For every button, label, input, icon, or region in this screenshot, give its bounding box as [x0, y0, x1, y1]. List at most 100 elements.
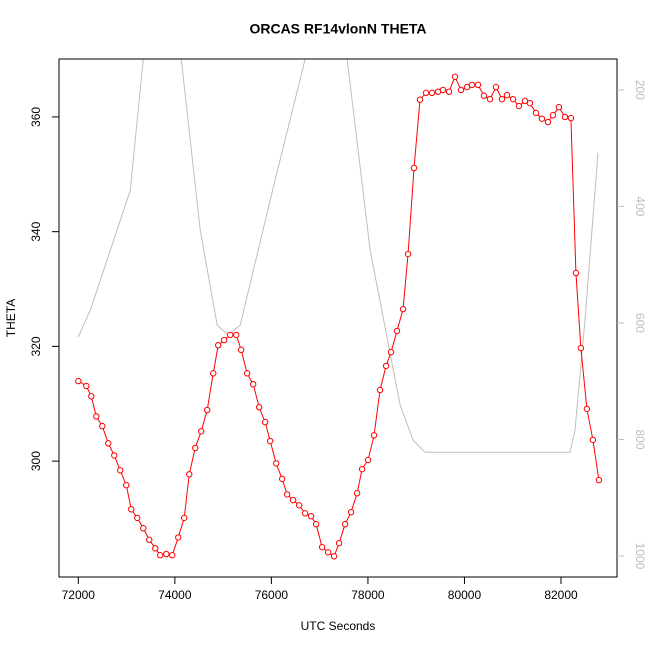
data-point — [376, 386, 384, 394]
data-point — [486, 95, 494, 103]
data-point — [157, 552, 164, 559]
data-point — [335, 539, 343, 547]
data-point — [88, 393, 95, 400]
data-point — [399, 305, 407, 313]
data-point — [463, 83, 471, 91]
data-point — [439, 86, 447, 94]
data-point — [214, 342, 222, 349]
data-point — [318, 543, 326, 551]
x-axis-label: UTC Seconds — [301, 619, 376, 633]
data-point — [445, 88, 453, 95]
data-point — [526, 99, 534, 107]
data-point — [283, 491, 291, 498]
data-point — [220, 336, 228, 344]
data-point — [404, 250, 412, 258]
data-point — [370, 432, 378, 439]
data-point — [577, 344, 585, 352]
data-point — [521, 97, 529, 105]
data-point — [75, 377, 82, 385]
data-point — [255, 404, 263, 411]
data-point — [232, 331, 240, 339]
data-point — [312, 521, 320, 528]
data-point — [93, 413, 100, 420]
data-point — [272, 460, 280, 467]
data-point — [266, 437, 274, 445]
chart-title: ORCAS RF14vlonN THETA — [249, 21, 426, 37]
data-point — [261, 418, 269, 426]
data-point — [358, 465, 366, 473]
y2-tick-label: 800 — [633, 429, 647, 449]
data-point — [243, 370, 251, 377]
data-point — [451, 73, 459, 80]
data-point — [152, 545, 159, 552]
x-tick-label: 74000 — [158, 588, 192, 602]
data-point — [192, 444, 199, 452]
data-point — [503, 91, 511, 99]
data-point — [583, 405, 591, 413]
data-point — [561, 113, 569, 121]
data-point — [572, 269, 580, 277]
data-point — [181, 514, 188, 522]
data-point — [169, 552, 176, 559]
series-line — [77, 59, 599, 453]
y-tick-label: 300 — [29, 451, 43, 471]
data-point — [422, 89, 430, 97]
data-point — [498, 95, 506, 103]
data-point — [123, 482, 130, 489]
data-point — [567, 114, 575, 122]
data-point — [186, 471, 193, 478]
data-point — [589, 436, 597, 444]
plot-area — [75, 59, 603, 560]
data-point — [492, 83, 500, 91]
y2-tick-label: 1000 — [633, 543, 647, 570]
y2-tick-label: 600 — [633, 313, 647, 333]
y-tick-label: 360 — [29, 107, 43, 127]
data-point — [509, 95, 517, 103]
data-point — [210, 370, 217, 377]
data-point — [111, 452, 118, 459]
data-point — [474, 81, 482, 89]
data-point — [480, 92, 488, 99]
data-point — [532, 109, 540, 117]
data-point — [416, 96, 424, 103]
data-point — [203, 406, 211, 414]
data-point — [99, 422, 106, 430]
x-tick-label: 80000 — [448, 588, 482, 602]
data-point — [428, 89, 436, 97]
data-point — [555, 103, 563, 111]
y-tick-label: 320 — [29, 336, 43, 356]
data-point — [198, 428, 205, 435]
data-point — [140, 525, 147, 532]
data-point — [117, 467, 124, 474]
x-tick-label: 82000 — [544, 588, 578, 602]
data-point — [295, 502, 303, 509]
data-point — [289, 496, 297, 504]
data-point — [278, 475, 286, 483]
data-point — [538, 115, 546, 122]
data-point — [341, 521, 349, 528]
data-point — [249, 381, 257, 388]
data-point — [134, 514, 141, 522]
data-point — [175, 534, 182, 541]
data-point — [382, 362, 390, 370]
data-point — [227, 331, 234, 339]
data-point — [353, 490, 361, 497]
data-point — [468, 81, 476, 89]
y2-tick-label: 200 — [633, 80, 647, 100]
data-point — [544, 118, 552, 126]
data-point — [457, 86, 465, 94]
data-point — [83, 382, 90, 390]
data-point — [146, 536, 153, 543]
x-tick-label: 76000 — [255, 588, 289, 602]
y2-tick-label: 400 — [633, 196, 647, 216]
x-tick-label: 78000 — [351, 588, 385, 602]
data-point — [393, 327, 401, 335]
data-point — [330, 553, 338, 560]
x-tick-label: 72000 — [62, 588, 96, 602]
data-point — [128, 506, 135, 513]
data-point — [364, 456, 372, 464]
data-point — [549, 112, 557, 119]
data-point — [410, 164, 418, 172]
